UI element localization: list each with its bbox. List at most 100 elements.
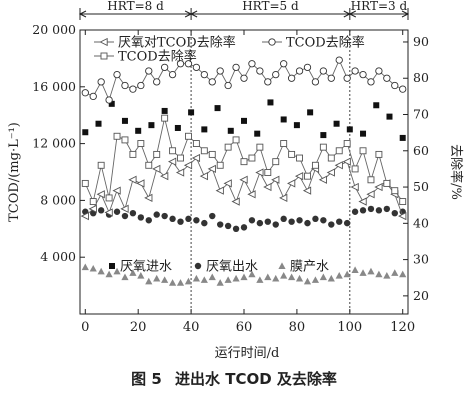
data-point: [183, 161, 193, 170]
data-point: [121, 117, 128, 124]
data-point: [320, 217, 327, 224]
figure-caption: 图 5 进出水 TCOD 及去除率: [0, 368, 468, 389]
data-point: [399, 134, 406, 141]
data-point: [153, 274, 161, 282]
data-point: [359, 70, 367, 79]
data-point: [160, 63, 169, 72]
data-point: [304, 172, 311, 180]
data-point: [248, 270, 256, 278]
data-point: [105, 96, 113, 104]
x-axis-label: 运行时间/d: [215, 346, 280, 361]
data-point: [120, 204, 129, 213]
data-point: [95, 120, 102, 127]
data-point: [191, 153, 201, 163]
data-point: [97, 207, 105, 214]
data-point: [319, 273, 327, 281]
data-point: [359, 269, 367, 276]
phase-arrow-left: [189, 10, 198, 18]
data-point: [311, 276, 320, 283]
data-point: [272, 274, 280, 282]
data-point: [272, 70, 280, 79]
data-point: [319, 143, 327, 151]
data-point: [240, 273, 248, 281]
data-point: [334, 161, 343, 170]
data-point: [96, 190, 105, 199]
series-triangle-filled: [81, 263, 407, 286]
data-point: [391, 209, 398, 217]
y-tick-label-right: 80: [413, 70, 429, 85]
data-point: [367, 78, 375, 86]
data-point: [383, 205, 391, 213]
data-point: [256, 276, 264, 283]
data-point: [177, 154, 184, 162]
data-point: [121, 136, 129, 144]
data-point: [303, 277, 312, 285]
data-point: [201, 126, 208, 133]
series-circle-open: [81, 56, 407, 104]
data-point: [295, 67, 304, 75]
data-point: [145, 161, 153, 169]
data-point: [247, 190, 256, 199]
data-point: [367, 267, 375, 275]
data-point: [80, 211, 89, 221]
data-point: [367, 176, 375, 184]
y-axis-label-left: TCOD/(mg·L⁻¹): [7, 122, 22, 222]
x-tick-label: 60: [236, 320, 253, 335]
data-point: [375, 207, 383, 214]
data-point: [199, 172, 208, 181]
data-point: [307, 109, 314, 116]
data-point: [176, 279, 185, 286]
data-point: [216, 161, 224, 169]
data-point: [88, 204, 97, 213]
data-point: [214, 105, 221, 112]
data-point: [232, 63, 240, 72]
data-point: [319, 67, 328, 75]
data-point: [288, 150, 296, 158]
data-point: [224, 276, 232, 283]
data-point: [287, 179, 296, 188]
phase-arrow-left: [348, 10, 357, 18]
data-point: [264, 78, 272, 86]
data-point: [113, 132, 121, 140]
data-point: [391, 81, 399, 90]
data-point: [148, 122, 155, 129]
data-point: [386, 113, 393, 120]
data-point: [375, 270, 383, 278]
legend-label: TCOD去除率: [118, 49, 197, 65]
data-point: [161, 212, 168, 220]
data-point: [303, 63, 312, 72]
data-point: [256, 67, 264, 75]
data-point: [264, 218, 272, 225]
data-point: [82, 129, 89, 136]
y-tick-label-right: 70: [413, 107, 429, 122]
data-point: [81, 179, 89, 187]
data-point: [240, 158, 248, 166]
series-square-open: [81, 114, 407, 206]
data-point: [346, 126, 353, 133]
data-point: [391, 187, 399, 195]
tcod-chart: HRT=8 d HRT=5 d HRT=3 d 0 20 40 60 80 100 120 4 0…: [7, 0, 464, 361]
data-point: [200, 276, 208, 283]
data-point: [207, 164, 216, 174]
data-point: [185, 132, 192, 140]
data-point: [121, 212, 129, 220]
data-point: [137, 214, 145, 221]
data-point: [145, 217, 152, 224]
data-point: [343, 140, 351, 147]
data-point: [366, 190, 375, 199]
legend-label: 厌氧对TCOD去除率: [118, 35, 236, 51]
data-point: [175, 168, 185, 177]
data-point: [343, 219, 351, 227]
data-point: [241, 117, 247, 124]
data-point: [374, 182, 383, 192]
data-point: [351, 266, 359, 273]
data-point: [335, 56, 343, 64]
data-point: [129, 150, 137, 158]
data-point: [263, 182, 272, 192]
data-point: [239, 175, 248, 184]
data-point: [208, 150, 216, 158]
y-tick-label-right: 40: [413, 215, 429, 230]
data-point: [373, 102, 380, 109]
data-point: [342, 157, 351, 166]
